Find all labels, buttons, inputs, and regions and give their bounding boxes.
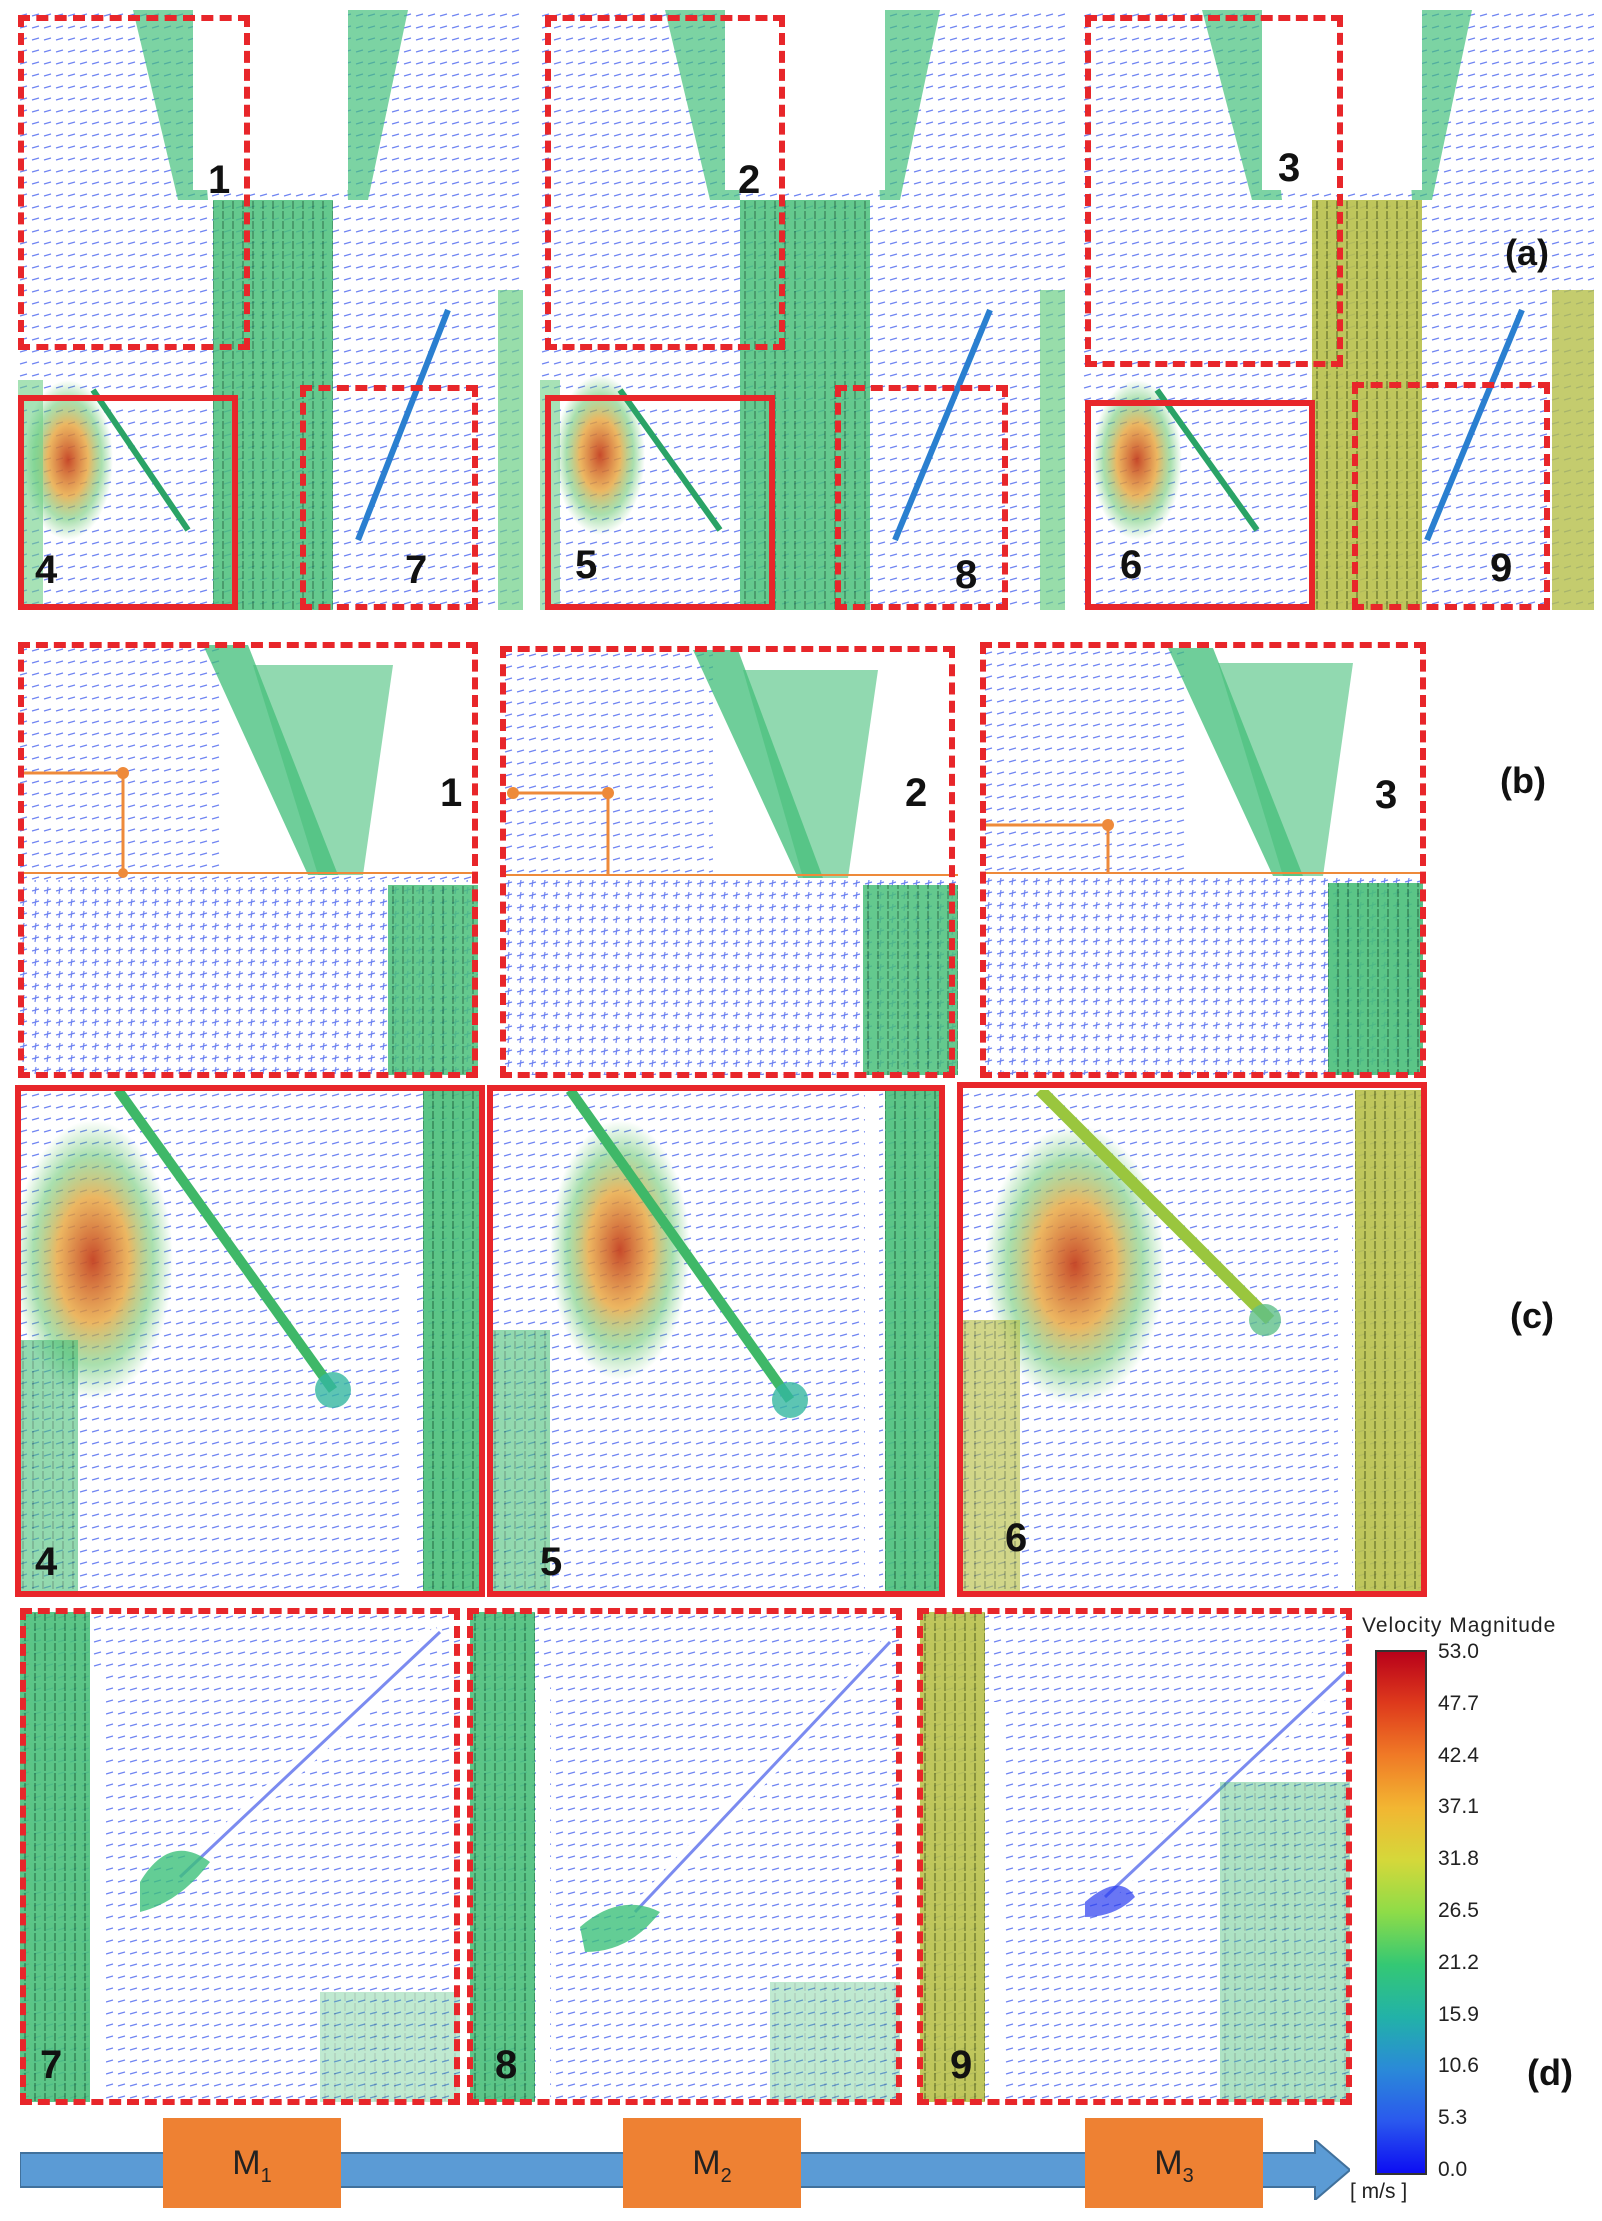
a-region-7-frame: [300, 385, 478, 610]
a-region-9-frame: [1352, 382, 1550, 610]
d-region-7-frame: [20, 1608, 460, 2105]
model-m2-base: M: [692, 2144, 721, 2182]
a-region-8-frame: [835, 385, 1008, 610]
a-region-number: 7: [405, 548, 428, 592]
c-region-5-frame: [487, 1085, 945, 1597]
c-region-number: 5: [540, 1540, 563, 1584]
panel-c-flow-field-5: [490, 1090, 945, 1595]
colorbar-tick-label: 47.7: [1438, 1691, 1479, 1715]
a-region-number: 1: [208, 158, 231, 202]
panel-d-label: (d): [1527, 2052, 1573, 2093]
b-region-number: 1: [440, 771, 463, 815]
model-m2-sub: 2: [720, 2164, 732, 2187]
d-region-9-frame: [917, 1608, 1352, 2105]
colorbar-tick-label: 0.0: [1438, 2158, 1468, 2181]
a-region-4-frame: [18, 395, 238, 610]
b-region-3-frame: [980, 642, 1426, 1078]
a-region-3-frame: [1085, 15, 1343, 367]
panel-d-flow-field-7: [20, 1612, 460, 2102]
colorbar-tick-label: 15.9: [1438, 2002, 1479, 2026]
panel-a-label: (a): [1505, 232, 1549, 273]
model-m3-base: M: [1154, 2144, 1183, 2182]
a-region-number: 6: [1120, 543, 1143, 587]
c-region-number: 6: [1005, 1516, 1028, 1560]
a-region-5-frame: [545, 395, 775, 610]
model-box-m3: M3: [1085, 2118, 1263, 2208]
a-region-number: 8: [955, 553, 978, 597]
colorbar-tick-label: 10.6: [1438, 2054, 1479, 2078]
a-region-number: 5: [575, 543, 598, 587]
d-region-number: 7: [40, 2043, 63, 2087]
b-region-number: 3: [1375, 773, 1398, 817]
b-region-1-frame: [18, 642, 478, 1078]
a-region-number: 3: [1278, 146, 1301, 190]
colorbar-tick-label: 5.3: [1438, 2106, 1468, 2130]
c-region-number: 4: [35, 1540, 58, 1584]
a-region-number: 4: [35, 548, 58, 592]
c-region-6-frame: [957, 1082, 1427, 1597]
model-m1-sub: 1: [260, 2164, 272, 2187]
colorbar-tick-label: 42.4: [1438, 1743, 1479, 1767]
d-region-8-frame: [467, 1608, 902, 2105]
b-region-2-frame: [500, 646, 955, 1078]
colorbar-gradient: [1375, 1650, 1427, 2175]
panel-d-flow-field-9: [920, 1612, 1350, 2102]
colorbar-tick-label: 53.0: [1438, 1640, 1479, 1663]
a-region-number: 2: [738, 158, 761, 202]
colorbar-title: Velocity Magnitude: [1362, 1614, 1557, 1637]
d-region-number: 8: [495, 2043, 518, 2087]
model-m3-sub: 3: [1182, 2164, 1194, 2187]
panel-b-flow-field-1: [18, 645, 478, 1075]
panel-c-label: (c): [1510, 1295, 1554, 1336]
a-region-6-frame: [1085, 400, 1315, 610]
model-m1-base: M: [232, 2144, 261, 2182]
b-region-number: 2: [905, 771, 928, 815]
colorbar-tick-label: 37.1: [1438, 1795, 1479, 1819]
a-region-1-frame: [18, 15, 250, 350]
panel-b-label: (b): [1500, 760, 1546, 801]
a-region-number: 9: [1490, 546, 1513, 590]
model-box-m1: M1: [163, 2118, 341, 2208]
colorbar-tick-label: 26.5: [1438, 1899, 1479, 1922]
model-box-m2: M2: [623, 2118, 801, 2208]
colorbar-unit: [ m/s ]: [1350, 2180, 1408, 2203]
colorbar-tick-label: 31.8: [1438, 1847, 1479, 1871]
panel-b-flow-field-2: [503, 650, 958, 1075]
panel-b-flow-field-3: [983, 648, 1423, 1075]
a-region-2-frame: [545, 15, 785, 350]
colorbar-tick-label: 21.2: [1438, 1950, 1479, 1974]
panel-c-flow-field-4: [18, 1090, 483, 1595]
c-region-4-frame: [15, 1085, 485, 1597]
panel-a-flow-field-1: [18, 10, 523, 610]
d-region-number: 9: [950, 2043, 973, 2087]
panel-d-flow-field-8: [470, 1612, 900, 2102]
panel-c-flow-field-6: [960, 1090, 1425, 1595]
